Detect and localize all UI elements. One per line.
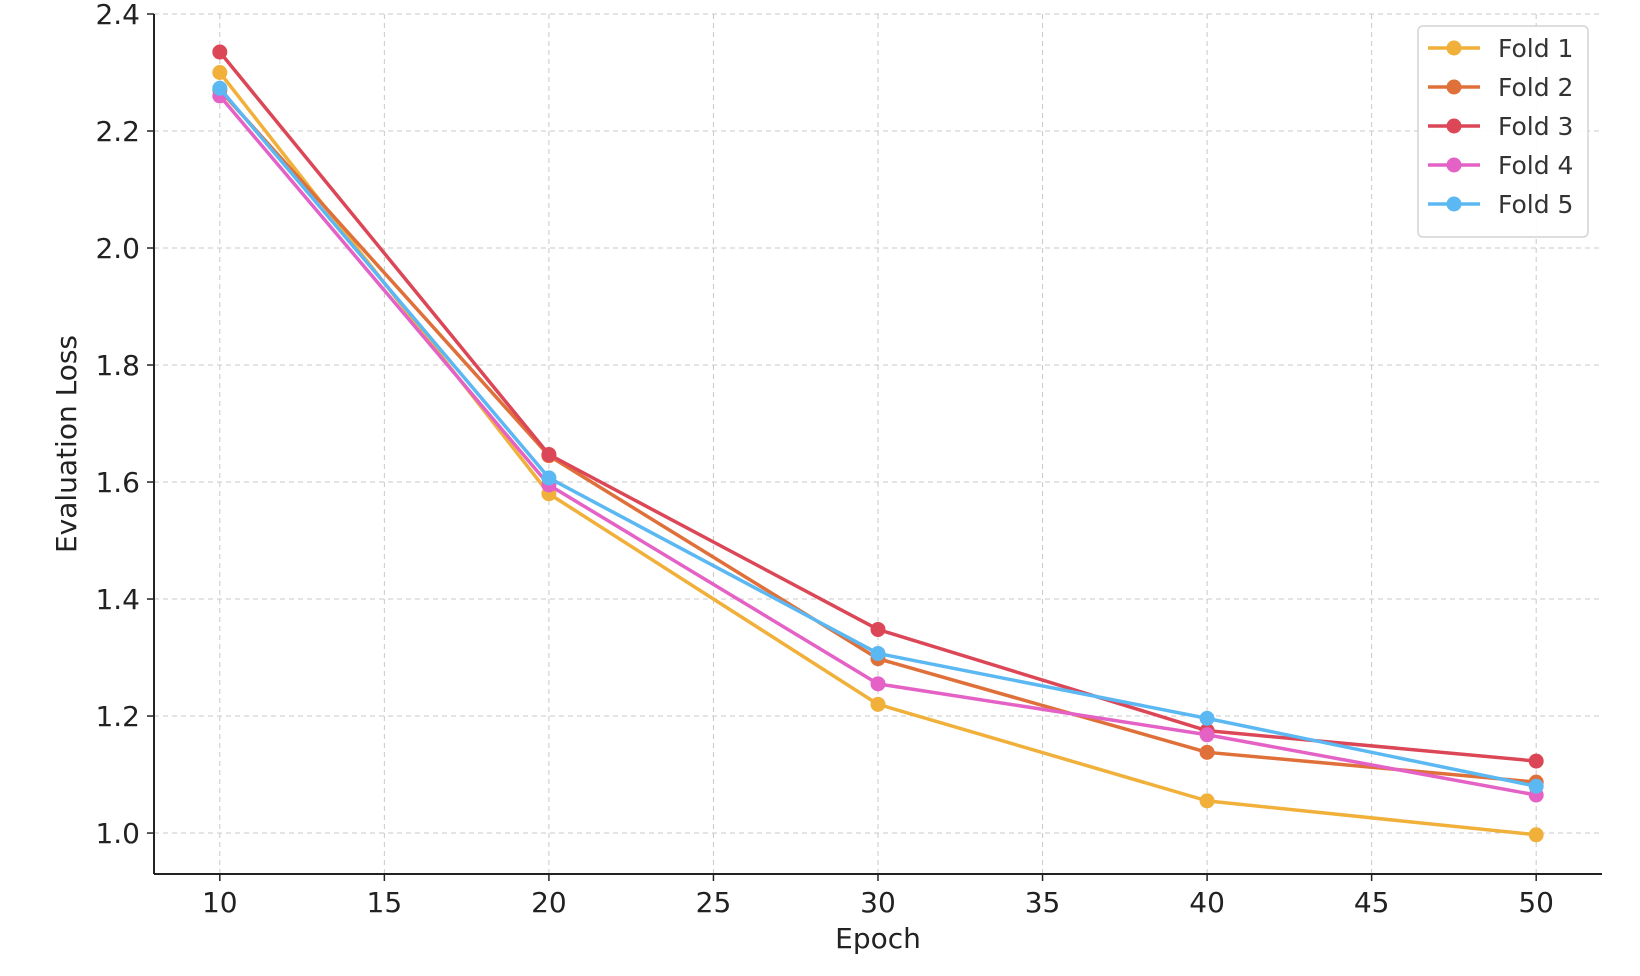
y-tick-label: 2.4 (95, 0, 140, 31)
series-fold-5 (212, 80, 1544, 794)
x-tick-label: 10 (202, 886, 238, 919)
data-point (1528, 753, 1544, 769)
data-point (1528, 778, 1544, 794)
data-point (1528, 827, 1544, 843)
data-point (870, 621, 886, 637)
data-point (541, 447, 557, 463)
x-tick-label: 35 (1025, 886, 1061, 919)
x-tick-label: 40 (1189, 886, 1225, 919)
y-tick-label: 1.4 (95, 583, 140, 616)
legend-label: Fold 2 (1498, 73, 1573, 102)
legend-frame (1417, 25, 1589, 238)
x-tick-label: 45 (1354, 886, 1390, 919)
y-tick-label: 1.2 (95, 700, 140, 733)
y-axis-title: Evaluation Loss (50, 335, 83, 553)
x-axis-title: Epoch (835, 922, 921, 955)
legend-marker (1446, 40, 1462, 56)
x-tick-label: 15 (367, 886, 403, 919)
legend-item: Fold 4 (1428, 151, 1573, 180)
x-tick-label: 50 (1518, 886, 1554, 919)
data-point (870, 676, 886, 692)
legend-label: Fold 1 (1498, 34, 1573, 63)
y-tick-label: 1.0 (95, 817, 140, 850)
x-tick-label: 30 (860, 886, 896, 919)
data-point (870, 696, 886, 712)
legend-label: Fold 4 (1498, 151, 1573, 180)
data-point (212, 80, 228, 96)
legend-marker (1446, 196, 1462, 212)
data-point (870, 645, 886, 661)
legend-marker (1446, 118, 1462, 134)
legend-item: Fold 2 (1428, 73, 1573, 102)
y-tick-label: 1.6 (95, 466, 140, 499)
legend-item: Fold 3 (1428, 112, 1573, 141)
y-tick-label: 1.8 (95, 349, 140, 382)
data-point (541, 470, 557, 486)
data-point (1199, 793, 1215, 809)
legend-label: Fold 3 (1498, 112, 1573, 141)
ticks: 10 15 20 25 30 35 40 45 50 1.0 1.2 1.4 1.6 1.8 2.0 2.2 2… (95, 0, 1554, 919)
legend: Fold 1 Fold 2 Fold 3 Fold 4 Fold 5 (1417, 25, 1589, 238)
legend-label: Fold 5 (1498, 190, 1573, 219)
x-tick-label: 25 (696, 886, 732, 919)
legend-item: Fold 5 (1428, 190, 1573, 219)
data-point (212, 65, 228, 81)
data-point (1199, 727, 1215, 743)
legend-marker (1446, 157, 1462, 173)
grid (154, 13, 1602, 874)
y-tick-label: 2.0 (95, 232, 140, 265)
legend-marker (1446, 79, 1462, 95)
series-group (212, 44, 1544, 843)
data-point (1199, 744, 1215, 760)
data-point (1199, 710, 1215, 726)
data-point (212, 44, 228, 60)
x-tick-label: 20 (531, 886, 567, 919)
legend-item: Fold 1 (1428, 34, 1573, 63)
y-tick-label: 2.2 (95, 115, 140, 148)
